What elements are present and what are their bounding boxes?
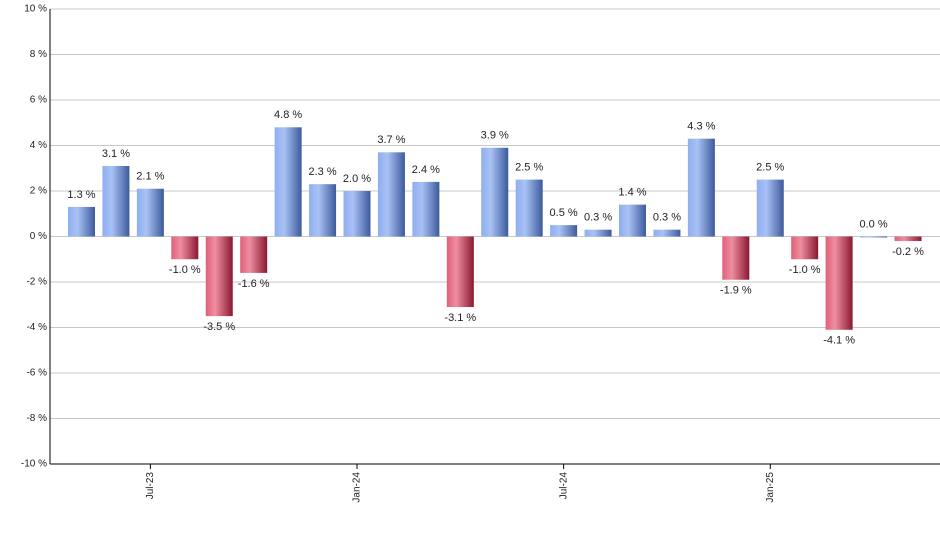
value-label: 3.7 % [377,134,405,146]
y-tick-label: -4 % [26,322,47,333]
x-tick-label: Jul-23 [145,472,156,500]
value-label: 2.5 % [515,162,543,174]
value-label: 1.4 % [618,187,646,199]
value-label: 2.4 % [412,164,440,176]
bar [446,236,474,308]
value-label: -0.2 % [892,246,924,258]
y-tick-label: 4 % [30,140,47,151]
y-tick-label: -8 % [26,413,47,424]
value-label: 2.0 % [343,173,371,185]
value-label: 0.5 % [550,207,578,219]
bar [687,138,715,237]
y-tick-label: -6 % [26,368,47,379]
value-label: 2.1 % [136,171,164,183]
value-label: 0.3 % [653,212,681,224]
x-tick-label: Jan-24 [352,472,363,503]
bar [240,236,268,273]
y-tick-label: -10 % [21,459,47,470]
bar [136,188,164,237]
y-tick-label: 10 % [24,4,47,15]
bar [619,204,646,237]
bar [274,127,302,237]
value-label: 3.9 % [481,130,509,142]
bar [584,229,612,237]
value-label: 2.5 % [756,162,784,174]
bar [377,152,405,237]
x-tick-label: Jul-24 [558,472,569,500]
y-tick-label: 0 % [30,231,47,242]
bar [481,147,509,237]
value-label: -1.6 % [238,278,270,290]
bar [791,236,819,260]
bar [309,184,337,237]
value-label: -1.0 % [789,264,821,276]
y-tick-label: 8 % [30,49,47,60]
y-tick-label: -2 % [26,277,47,288]
bar [205,236,233,317]
bar [894,236,922,242]
bar [515,179,543,237]
value-label: -1.9 % [720,285,752,297]
bar [171,236,199,260]
bar [412,181,440,237]
value-label: -4.1 % [823,335,855,347]
bar [722,236,750,280]
x-tick-label: Jan-25 [765,472,776,503]
y-tick-label: 6 % [30,95,47,106]
value-label: 0.0 % [859,218,887,230]
bar [825,236,853,330]
value-label: 1.3 % [67,189,95,201]
bar [756,179,784,237]
y-tick-label: 2 % [30,186,47,197]
value-label: 4.3 % [687,121,715,133]
value-label: 4.8 % [274,109,302,121]
value-label: -3.5 % [203,321,235,333]
bar [343,191,371,237]
bar [102,165,130,237]
value-label: 2.3 % [308,166,336,178]
value-label: -1.0 % [169,264,201,276]
bar [68,206,95,237]
value-label: -3.1 % [444,312,476,324]
bar [550,225,578,237]
value-label: 3.1 % [102,148,130,160]
bar [653,229,681,237]
bar [860,236,888,238]
value-label: 0.3 % [584,212,612,224]
